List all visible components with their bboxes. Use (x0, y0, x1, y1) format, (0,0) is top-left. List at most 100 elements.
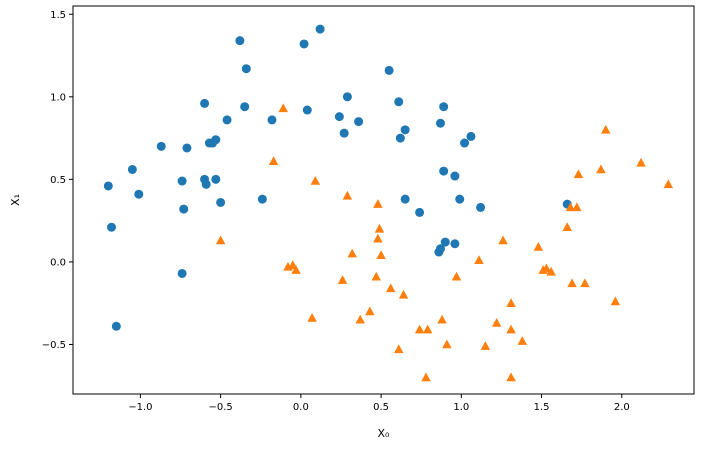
data-point-series-1 (156, 141, 166, 151)
data-point-series-2 (596, 164, 606, 174)
data-point-series-1 (394, 97, 404, 107)
data-point-series-1 (302, 105, 312, 115)
data-point-series-1 (107, 222, 117, 232)
data-point-series-2 (610, 296, 621, 306)
data-point-series-2 (572, 202, 582, 212)
data-point-series-2 (347, 248, 357, 258)
data-point-series-2 (600, 124, 611, 134)
data-point-series-1 (257, 194, 267, 204)
data-point-series-1 (450, 171, 460, 181)
data-point-series-1 (240, 102, 250, 112)
y-axis-ticks: −0.5 0.0 0.5 1.0 1.5 (42, 10, 73, 351)
data-point-series-1 (267, 115, 277, 125)
data-point-series-2 (567, 278, 577, 288)
data-point-series-2 (506, 372, 516, 382)
y-tick-label: 0.5 (50, 175, 66, 186)
data-point-series-2 (451, 271, 462, 281)
data-point-series-2 (342, 190, 353, 200)
data-point-series-1 (177, 176, 187, 186)
data-point-series-2 (291, 265, 301, 274)
data-point-series-1 (211, 135, 221, 145)
data-point-series-1 (415, 207, 425, 217)
x-tick-label: 2.0 (614, 402, 630, 413)
data-point-series-2 (376, 250, 386, 260)
data-point-series-1 (395, 133, 405, 143)
data-point-series-2 (491, 318, 502, 327)
y-tick-label: −0.5 (42, 340, 66, 351)
data-point-series-2 (498, 235, 508, 245)
data-point-series-1 (435, 244, 445, 254)
data-point-series-2 (546, 266, 556, 276)
data-point-series-2 (310, 176, 321, 185)
data-point-series-2 (442, 339, 452, 349)
data-point-series-2 (573, 169, 584, 179)
data-point-series-2 (307, 313, 317, 322)
data-point-series-2 (562, 222, 572, 231)
plot-frame (72, 5, 695, 395)
data-point-series-1 (200, 98, 210, 108)
data-point-series-1 (450, 239, 460, 249)
data-point-series-2 (398, 289, 409, 299)
data-point-series-2 (371, 271, 382, 281)
data-point-series-1 (460, 138, 470, 148)
data-point-series-1 (299, 39, 309, 49)
data-point-series-2 (663, 179, 674, 189)
data-point-series-2 (215, 235, 226, 245)
data-point-series-1 (315, 24, 325, 34)
data-point-series-2 (393, 344, 404, 354)
x-tick-label: 0.0 (293, 402, 309, 413)
data-point-series-2 (421, 372, 431, 382)
data-point-series-2 (268, 156, 279, 165)
data-point-series-1 (211, 174, 221, 184)
data-point-series-1 (241, 64, 251, 74)
y-tick-label: 1.0 (50, 92, 66, 103)
data-point-series-1 (384, 65, 394, 75)
data-point-series-2 (636, 157, 646, 167)
data-point-series-1 (435, 118, 445, 128)
data-point-series-1 (466, 131, 476, 141)
y-tick-label: 1.5 (50, 10, 66, 21)
data-point-series-1 (201, 179, 211, 189)
plot-area (73, 6, 694, 394)
x-tick-label: 0.5 (373, 402, 389, 413)
data-point-series-1 (439, 102, 449, 112)
data-point-series-2 (365, 306, 375, 316)
data-point-series-2 (385, 283, 396, 293)
data-point-series-1 (354, 117, 364, 127)
data-point-series-2 (373, 199, 383, 208)
data-point-series-1 (177, 268, 187, 278)
data-point-series-1 (334, 112, 344, 122)
data-point-series-2 (506, 324, 516, 334)
x-axis-ticks: −1.0 −0.5 0.0 0.5 1.0 1.5 2.0 (128, 394, 630, 413)
data-point-series-1 (439, 166, 449, 176)
data-point-series-2 (355, 314, 365, 324)
data-point-series-2 (533, 242, 544, 251)
data-point-series-1 (103, 181, 113, 191)
data-point-series-1 (455, 194, 465, 204)
data-point-series-1 (339, 128, 349, 138)
data-point-series-2 (414, 324, 425, 334)
data-point-series-1 (235, 36, 245, 46)
data-point-series-2 (278, 103, 288, 113)
data-point-series-2 (422, 324, 433, 334)
data-point-series-2 (374, 223, 385, 233)
data-point-series-1 (222, 115, 232, 125)
data-point-series-2 (373, 233, 383, 243)
data-point-series-1 (400, 125, 410, 135)
y-axis-label: X₁ (9, 194, 22, 206)
data-point-series-2 (565, 202, 576, 212)
data-point-series-1 (342, 92, 352, 102)
data-point-series-1 (127, 164, 137, 174)
data-point-series-1 (134, 189, 144, 199)
data-point-series-1 (400, 194, 410, 204)
y-tick-label: 0.0 (50, 257, 66, 268)
x-tick-label: 1.5 (534, 402, 550, 413)
data-point-series-2 (437, 314, 447, 324)
data-point-series-1 (182, 143, 192, 153)
data-points (103, 24, 674, 382)
x-tick-label: 1.0 (453, 402, 469, 413)
data-point-series-2 (337, 275, 348, 284)
data-point-series-2 (541, 263, 552, 273)
data-point-series-1 (111, 321, 121, 331)
